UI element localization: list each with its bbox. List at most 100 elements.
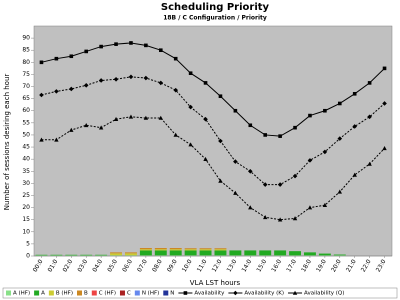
bar-segment (184, 250, 197, 256)
legend-label: N (HF) (142, 291, 159, 297)
marker (337, 189, 342, 194)
bar-segment (184, 248, 197, 250)
marker (248, 205, 253, 210)
marker (144, 43, 148, 48)
marker (307, 158, 313, 163)
legend-label: A (HF) (13, 291, 30, 297)
x-tick-label: 23:0 (375, 258, 388, 273)
x-tick-label: 05:0 (106, 258, 119, 273)
marker (98, 78, 104, 83)
bar-segment (289, 255, 302, 256)
marker (248, 123, 253, 128)
x-tick-label: 11:0 (196, 258, 209, 273)
marker (99, 44, 103, 49)
x-tick-label: 00:0 (32, 258, 45, 273)
y-tick-label: 35 (22, 168, 30, 175)
legend-swatch (119, 290, 125, 296)
marker (277, 217, 283, 222)
marker (39, 137, 44, 142)
marker (203, 156, 208, 161)
marker (218, 178, 223, 183)
marker (203, 116, 208, 122)
marker (218, 138, 223, 144)
bar-segment (169, 255, 182, 256)
x-tick-label: 15:0 (255, 258, 268, 273)
bar-segment (110, 253, 123, 256)
x-tick-label: 18:0 (300, 258, 313, 273)
legend-swatch (48, 290, 54, 296)
marker (83, 83, 89, 88)
marker (113, 76, 119, 82)
marker (367, 161, 372, 166)
bar-segment (35, 255, 48, 256)
bar-segment (154, 255, 167, 256)
marker (143, 115, 149, 120)
marker (158, 80, 164, 86)
marker (293, 125, 297, 130)
x-tick-label: 06:0 (121, 258, 134, 273)
bar-segment (289, 251, 302, 256)
y-tick-label: 0 (26, 253, 30, 260)
x-tick-label: 10:0 (181, 258, 194, 273)
bar-segment (139, 255, 152, 256)
marker (84, 49, 89, 54)
y-tick-label: 20 (22, 204, 30, 211)
y-tick-label: 5 (26, 240, 30, 247)
marker (39, 92, 44, 98)
bar-segment (259, 250, 272, 256)
bar-segment (214, 255, 227, 256)
bar-segment (244, 255, 257, 256)
y-tick-label: 55 (22, 119, 30, 126)
bar-segment (214, 248, 227, 250)
bar-segment (154, 250, 167, 256)
bar-segment (124, 255, 137, 256)
marker (292, 216, 298, 221)
bar-segment (259, 255, 272, 256)
bar-segment (274, 255, 287, 256)
y-tick-label: 45 (22, 144, 30, 151)
x-tick-label: 13:0 (226, 258, 239, 273)
legend-label: C (127, 291, 131, 297)
marker (352, 124, 358, 129)
bar-segment (199, 255, 212, 256)
marker (263, 214, 268, 220)
x-tick-label: 19:0 (315, 258, 328, 273)
marker (292, 290, 298, 295)
x-tick-label: 21:0 (345, 258, 358, 273)
marker (233, 190, 238, 195)
marker (337, 136, 343, 141)
x-tick-label: 03:0 (76, 258, 89, 273)
marker (233, 290, 238, 296)
y-tick-label: 85 (22, 47, 30, 54)
marker (114, 42, 118, 46)
bar-segment (139, 249, 152, 251)
y-tick-label: 80 (22, 59, 30, 66)
bar-segment (333, 254, 346, 256)
x-tick-label: 22:0 (360, 258, 373, 273)
marker (307, 205, 313, 210)
legend-swatch (91, 290, 97, 296)
legend-swatch (6, 290, 11, 296)
bar-segment (124, 252, 137, 254)
bar-segment (80, 255, 93, 256)
bar-segment (169, 248, 182, 250)
legend-label: C (HF) (99, 291, 116, 297)
chart-title: Scheduling Priority (161, 2, 270, 13)
line-series (41, 76, 385, 186)
bar-segment (229, 250, 242, 256)
bar-segment (199, 250, 212, 256)
marker (128, 74, 134, 80)
bar-segment (229, 255, 242, 256)
bar-segment (333, 255, 346, 256)
marker (322, 202, 328, 207)
bar-segment (303, 252, 316, 256)
bar-segment (303, 255, 316, 256)
bar-segment (214, 250, 227, 256)
marker (173, 132, 178, 137)
legend-label: B (HF) (56, 291, 73, 297)
legend-swatch (163, 290, 169, 296)
bar-segment (110, 252, 123, 254)
bar-segment (199, 248, 212, 250)
bar-segment (169, 250, 182, 256)
marker (54, 56, 59, 61)
